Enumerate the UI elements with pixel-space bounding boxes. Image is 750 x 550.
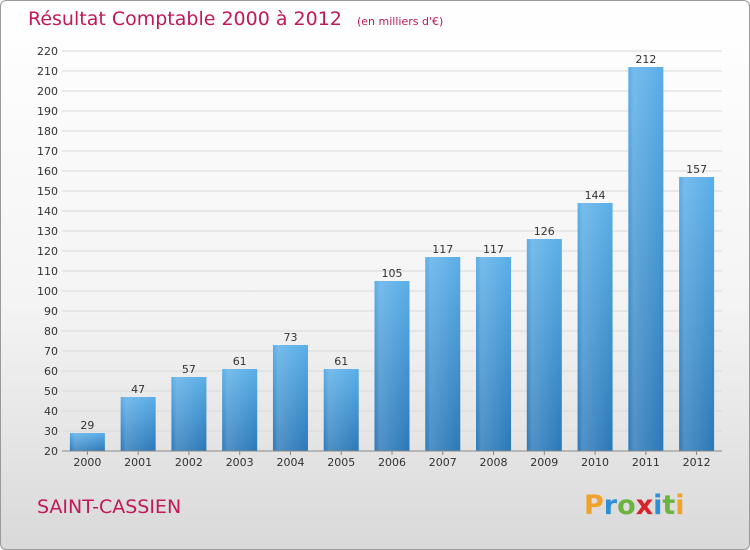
bar-shine bbox=[679, 177, 715, 451]
y-tick-label: 130 bbox=[37, 225, 58, 238]
y-tick-label: 110 bbox=[37, 265, 58, 278]
y-tick-label: 140 bbox=[37, 205, 58, 218]
x-tick-label: 2006 bbox=[378, 456, 406, 469]
y-tick-label: 220 bbox=[37, 45, 58, 58]
y-axis-ticks: 20 30 40 50 60 70 80 90 100 110 120 130 140 150 160 170… bbox=[37, 45, 58, 458]
y-tick-label: 180 bbox=[37, 125, 58, 138]
data-label: 61 bbox=[233, 355, 247, 368]
logo-letter: P bbox=[584, 490, 604, 521]
bar-shine bbox=[69, 433, 105, 451]
y-tick-label: 150 bbox=[37, 185, 58, 198]
x-tick-label: 2000 bbox=[73, 456, 101, 469]
bar-shine bbox=[323, 369, 359, 451]
data-label: 105 bbox=[382, 267, 403, 280]
data-label: 212 bbox=[635, 53, 656, 66]
x-tick-label: 2003 bbox=[226, 456, 254, 469]
bar-shine bbox=[425, 257, 461, 451]
logo-letter: i bbox=[653, 490, 663, 521]
chart-subtitle: (en milliers d'€) bbox=[356, 15, 444, 28]
y-tick-label: 210 bbox=[37, 65, 58, 78]
bar-shine bbox=[628, 67, 664, 451]
chart-title: Résultat Comptable 2000 à 2012 bbox=[28, 8, 342, 30]
data-label: 126 bbox=[534, 225, 555, 238]
y-tick-label: 20 bbox=[44, 445, 58, 458]
data-label: 61 bbox=[334, 355, 348, 368]
title-row: Résultat Comptable 2000 à 2012 (en milli… bbox=[28, 8, 443, 30]
bar-shine bbox=[171, 377, 207, 451]
data-label: 117 bbox=[432, 243, 453, 256]
y-tick-label: 90 bbox=[44, 305, 58, 318]
y-tick-label: 190 bbox=[37, 105, 58, 118]
x-tick-label: 2009 bbox=[530, 456, 558, 469]
bar-shine bbox=[272, 345, 308, 451]
bar-shine bbox=[120, 397, 156, 451]
x-tick-label: 2011 bbox=[632, 456, 660, 469]
data-label: 29 bbox=[80, 419, 94, 432]
x-axis-ticks: 2000 2001 2002 2003 2004 2005 2006 2007 2008 2009… bbox=[73, 451, 711, 469]
bar-shine bbox=[374, 281, 410, 451]
y-tick-label: 70 bbox=[44, 345, 58, 358]
x-tick-label: 2002 bbox=[175, 456, 203, 469]
y-tick-label: 160 bbox=[37, 165, 58, 178]
logo-letter: r bbox=[603, 490, 618, 521]
y-tick-label: 200 bbox=[37, 85, 58, 98]
logo-letter: x bbox=[635, 490, 654, 521]
bar-shine bbox=[577, 203, 613, 451]
data-label: 73 bbox=[283, 331, 297, 344]
y-tick-label: 80 bbox=[44, 325, 58, 338]
data-label: 117 bbox=[483, 243, 504, 256]
x-tick-label: 2005 bbox=[327, 456, 355, 469]
y-tick-label: 170 bbox=[37, 145, 58, 158]
y-tick-label: 50 bbox=[44, 385, 58, 398]
commune-name: SAINT-CASSIEN bbox=[37, 496, 182, 518]
x-tick-label: 2008 bbox=[480, 456, 508, 469]
bar-shine bbox=[526, 239, 562, 451]
logo-letter: t bbox=[662, 490, 676, 521]
data-label: 144 bbox=[585, 189, 606, 202]
bar-shine bbox=[476, 257, 512, 451]
data-label: 157 bbox=[686, 163, 707, 176]
data-labels: 29 47 57 61 73 61 105 117 117 126 144 212 157 bbox=[80, 53, 707, 432]
logo-letter: o bbox=[617, 490, 636, 521]
y-tick-label: 100 bbox=[37, 285, 58, 298]
proxiti-logo: Proxiti bbox=[584, 490, 685, 521]
x-tick-label: 2012 bbox=[683, 456, 711, 469]
x-tick-label: 2004 bbox=[276, 456, 304, 469]
y-tick-label: 40 bbox=[44, 405, 58, 418]
x-tick-label: 2001 bbox=[124, 456, 152, 469]
y-tick-label: 30 bbox=[44, 425, 58, 438]
logo-letter: i bbox=[675, 490, 685, 521]
y-tick-label: 60 bbox=[44, 365, 58, 378]
bar-shine bbox=[222, 369, 258, 451]
y-tick-label: 120 bbox=[37, 245, 58, 258]
x-tick-label: 2010 bbox=[581, 456, 609, 469]
bars bbox=[69, 67, 715, 451]
data-label: 57 bbox=[182, 363, 196, 376]
x-tick-label: 2007 bbox=[429, 456, 457, 469]
data-label: 47 bbox=[131, 383, 145, 396]
